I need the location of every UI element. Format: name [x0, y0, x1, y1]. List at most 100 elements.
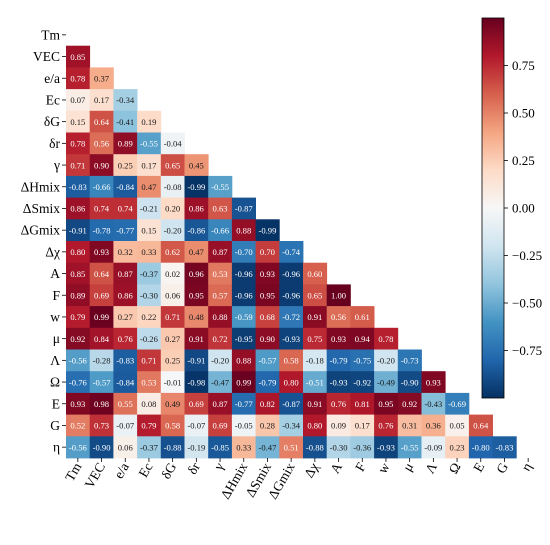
x-tick-label: F — [352, 460, 369, 474]
heatmap-cell — [89, 392, 114, 415]
cell-value-label: -0.30 — [330, 442, 348, 452]
cell-value-label: 0.15 — [141, 225, 156, 235]
cell-value-label: 0.25 — [118, 160, 133, 170]
heatmap-cell — [137, 284, 162, 307]
cell-value-label: -0.88 — [306, 442, 324, 452]
heatmap-cell — [231, 262, 256, 285]
cell-value-label: 0.99 — [236, 377, 251, 387]
cell-value-label: 0.74 — [94, 204, 110, 214]
heatmap-cell — [208, 306, 233, 329]
heatmap-cell — [137, 241, 162, 264]
cell-value-label: -0.37 — [140, 442, 159, 452]
heatmap-cell — [303, 306, 328, 329]
heatmap-cell — [279, 392, 304, 415]
cell-value-label: -0.83 — [495, 442, 513, 452]
heatmap-cell — [374, 392, 399, 415]
cell-value-label: 0.69 — [213, 421, 228, 431]
y-tick-label: F — [52, 288, 60, 303]
heatmap-cell — [255, 219, 280, 242]
heatmap-cell — [255, 414, 280, 437]
heatmap-cell — [113, 241, 138, 264]
heatmap-cell — [113, 262, 138, 285]
y-tick-label: δG — [44, 114, 60, 129]
heatmap-cell — [137, 306, 162, 329]
cell-value-label: -0.80 — [472, 442, 490, 452]
heatmap-cell — [89, 349, 114, 372]
cell-value-label: -0.78 — [93, 225, 111, 235]
heatmap-cell — [255, 306, 280, 329]
heatmap-cell — [66, 241, 91, 264]
cell-value-label: 0.88 — [236, 225, 251, 235]
cell-value-label: 0.48 — [189, 312, 204, 322]
cell-value-label: 0.65 — [307, 290, 322, 300]
cell-value-label: 0.72 — [213, 334, 228, 344]
cell-value-label: 0.49 — [165, 399, 180, 409]
x-tick-label: γ — [210, 460, 226, 474]
cell-value-label: 0.62 — [165, 247, 180, 257]
heatmap-cell — [66, 284, 91, 307]
heatmap-cell — [66, 392, 91, 415]
cell-value-label: -0.01 — [164, 377, 182, 387]
heatmap-cell — [350, 436, 375, 459]
cell-value-label: 0.64 — [94, 117, 110, 127]
heatmap-cell — [255, 241, 280, 264]
cell-value-label: -0.79 — [330, 356, 348, 366]
heatmap-cell — [350, 414, 375, 437]
heatmap-cell — [160, 262, 185, 285]
x-tick-label: μ — [400, 460, 417, 474]
cell-value-label: 0.71 — [141, 356, 156, 366]
heatmap-cell — [66, 110, 91, 133]
cell-value-label: -0.28 — [93, 356, 111, 366]
heatmap-cell — [113, 110, 138, 133]
cell-value-label: 0.70 — [260, 247, 275, 257]
cell-value-label: -0.55 — [140, 139, 158, 149]
heatmap-cell — [492, 436, 517, 459]
cell-value-label: -0.59 — [235, 312, 253, 322]
heatmap-cell — [113, 89, 138, 112]
heatmap-cell — [137, 262, 162, 285]
heatmap-cell — [231, 306, 256, 329]
heatmap-cell — [137, 219, 162, 242]
heatmap-cell — [445, 414, 470, 437]
heatmap-cell — [89, 89, 114, 112]
heatmap-cell — [113, 436, 138, 459]
cell-value-label: 0.69 — [189, 399, 204, 409]
heatmap-cell — [350, 371, 375, 394]
heatmap-cell — [89, 284, 114, 307]
heatmap-cell — [303, 392, 328, 415]
cell-value-label: 0.78 — [378, 334, 393, 344]
cell-value-label: 0.98 — [94, 399, 109, 409]
heatmap-cell — [184, 284, 209, 307]
y-tick-label: Λ — [50, 353, 60, 368]
heatmap-cell — [208, 414, 233, 437]
cell-value-label: -0.96 — [235, 290, 254, 300]
cell-value-label: 0.79 — [70, 312, 85, 322]
heatmap-cell — [89, 327, 114, 350]
cell-value-label: 0.09 — [331, 421, 346, 431]
cell-value-label: -0.93 — [330, 377, 348, 387]
cell-value-label: 0.93 — [260, 269, 275, 279]
heatmap-cell — [374, 371, 399, 394]
cell-value-label: -0.72 — [282, 312, 300, 322]
heatmap-cell — [113, 219, 138, 242]
cell-value-label: -0.92 — [353, 377, 371, 387]
heatmap-cell — [89, 241, 114, 264]
heatmap-cell — [113, 371, 138, 394]
heatmap-cell — [113, 175, 138, 198]
heatmap-cell — [160, 132, 185, 155]
colorbar: 0.75 0.50 0.25 0.00 −0.25 −0.50 −0.75 — [481, 17, 542, 399]
cell-value-label: 0.95 — [260, 290, 275, 300]
heatmap-cell — [137, 392, 162, 415]
heatmap-cell — [326, 436, 351, 459]
x-tick-label: Ec — [135, 460, 155, 480]
cell-value-label: 0.33 — [141, 247, 156, 257]
heatmap-cell — [255, 392, 280, 415]
cell-value-label: -0.74 — [282, 247, 301, 257]
y-tick-label: ΔHmix — [21, 179, 61, 194]
cell-value-label: 0.80 — [70, 247, 85, 257]
heatmap-cell — [374, 414, 399, 437]
cell-value-label: 0.25 — [165, 356, 180, 366]
heatmap-cell — [326, 349, 351, 372]
cell-value-label: 0.64 — [94, 269, 110, 279]
y-tick-label: w — [50, 309, 60, 324]
